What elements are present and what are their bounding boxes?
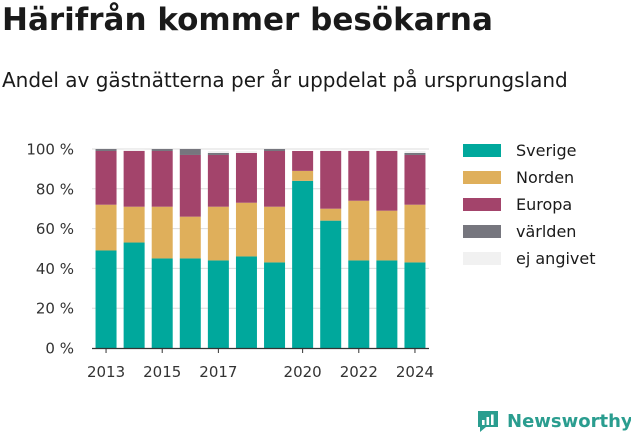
legend-swatch (463, 225, 501, 238)
bar-segment (348, 200, 370, 261)
bar-segment (179, 216, 201, 259)
bar-segment (264, 149, 286, 151)
bar-segment (207, 150, 229, 153)
bar-segment (292, 180, 314, 348)
legend-swatch (463, 171, 501, 184)
bar-segment (207, 260, 229, 348)
bar-segment (207, 154, 229, 207)
bar-segment (376, 150, 398, 211)
bar-segment (320, 149, 342, 151)
bar-segment (235, 150, 257, 153)
bar-segment (320, 220, 342, 348)
legend-label: Sverige (516, 141, 577, 160)
bar-segment (348, 150, 370, 201)
bar-segment (207, 206, 229, 261)
bar-segment (292, 170, 314, 181)
bar-segment (404, 150, 426, 153)
bar-segment (376, 260, 398, 348)
legend-label: världen (516, 222, 577, 241)
legend-item: Norden (463, 164, 596, 191)
bar-segment (179, 258, 201, 348)
x-tick-label: 2024 (396, 363, 434, 381)
legend-item: Europa (463, 191, 596, 218)
bar-segment (264, 206, 286, 263)
y-tick-label: 80 % (36, 180, 74, 198)
y-tick-label: 60 % (36, 220, 74, 238)
bar-segment (123, 206, 145, 243)
y-tick-label: 20 % (36, 300, 74, 318)
legend-item: ej angivet (463, 245, 596, 272)
bar-segment (292, 150, 314, 171)
bar-segment (235, 152, 257, 203)
bar-segment (207, 152, 229, 155)
bar-segment (404, 262, 426, 348)
bar-segment (179, 154, 201, 217)
bar-segment (151, 258, 173, 348)
bar-segment (348, 149, 370, 151)
legend-swatch (463, 198, 501, 211)
bar-segment (95, 204, 117, 251)
chart-subtitle: Andel av gästnätterna per år uppdelat på… (2, 68, 568, 92)
newsworthy-logo-icon (478, 411, 498, 432)
newsworthy-brand: Newsworthy (475, 408, 631, 434)
x-tick-label: 2022 (340, 363, 378, 381)
legend-swatch (463, 144, 501, 157)
legend-item: världen (463, 218, 596, 245)
bar-segment (348, 260, 370, 348)
bar-segment (151, 206, 173, 259)
bar-segment (123, 242, 145, 348)
brand-label: Newsworthy (507, 410, 631, 432)
x-tick-label: 2015 (143, 363, 181, 381)
bar-segment (235, 256, 257, 348)
x-tick-label: 2017 (199, 363, 237, 381)
bar-segment (235, 202, 257, 257)
bar-segment (151, 149, 173, 151)
legend-item: Sverige (463, 137, 596, 164)
x-tick-label: 2013 (87, 363, 125, 381)
bar-segment (264, 262, 286, 348)
chart-legend: Sverige Norden Europa världen ej angivet (463, 137, 596, 272)
chart-title: Härifrån kommer besökarna (2, 2, 493, 38)
y-tick-label: 0 % (45, 340, 74, 358)
legend-label: Norden (516, 168, 575, 187)
bar-segment (95, 150, 117, 205)
bar-segment (179, 149, 201, 155)
bar-segment (95, 250, 117, 348)
bar-segment (264, 150, 286, 207)
bar-segment (320, 150, 342, 209)
bar-segment (404, 154, 426, 205)
y-tick-label: 100 % (26, 141, 74, 159)
bar-segment (404, 204, 426, 263)
y-tick-label: 40 % (36, 260, 74, 278)
bar-segment (95, 149, 117, 151)
legend-swatch (463, 252, 501, 265)
bar-segment (123, 150, 145, 207)
bar-segment (151, 150, 173, 207)
bar-segment (376, 210, 398, 261)
bar-segment (376, 149, 398, 151)
legend-label: Europa (516, 195, 573, 214)
bar-segment (320, 208, 342, 221)
x-tick-label: 2020 (284, 363, 322, 381)
bar-segment (404, 152, 426, 155)
bar-segment (123, 149, 145, 151)
legend-label: ej angivet (516, 249, 596, 268)
